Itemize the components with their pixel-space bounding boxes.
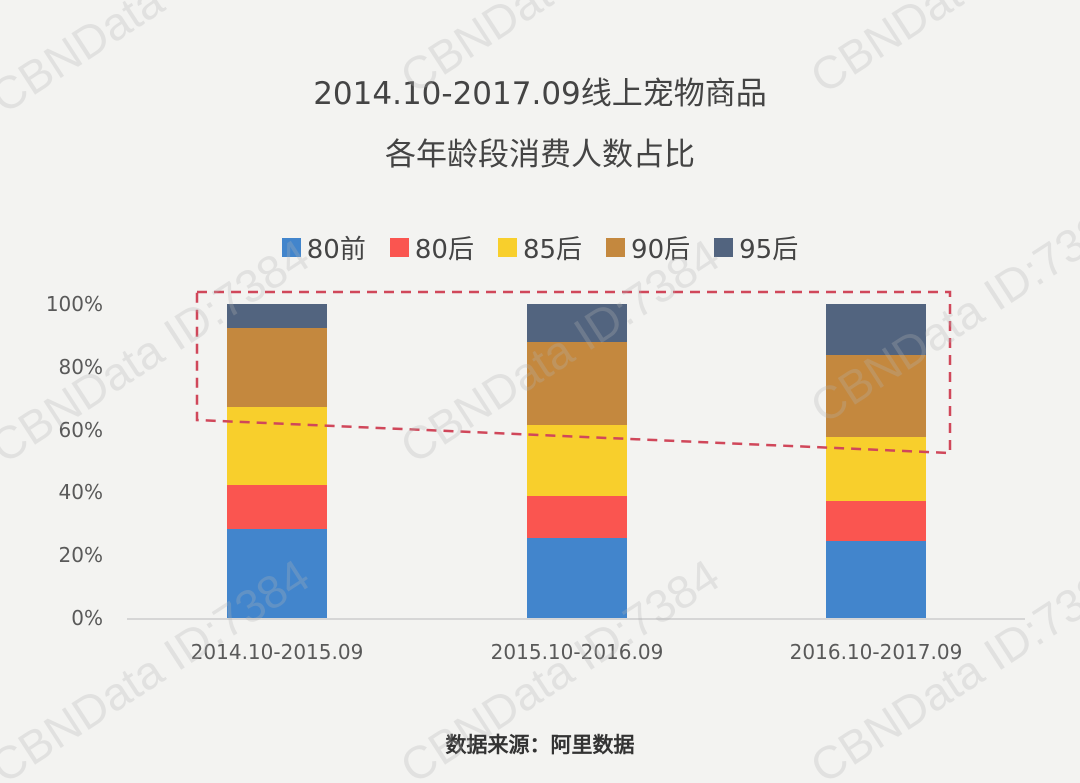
x-tick-label: 2015.10-2016.09 bbox=[490, 640, 664, 664]
stacked-bar bbox=[227, 304, 327, 618]
bar-segment bbox=[826, 541, 926, 618]
bar-segment bbox=[527, 342, 627, 425]
bar-segment bbox=[527, 495, 627, 538]
legend: 80前 80后 85后 90后 95后 bbox=[0, 229, 1080, 266]
bar-segment bbox=[227, 485, 327, 530]
bar-segment bbox=[227, 529, 327, 618]
x-tick-label: 2014.10-2015.09 bbox=[190, 640, 364, 664]
legend-label: 95后 bbox=[739, 235, 799, 265]
y-tick-label: 0% bbox=[71, 606, 103, 630]
legend-swatch bbox=[389, 238, 409, 257]
legend-item: 80前 bbox=[281, 229, 366, 266]
stacked-bar bbox=[527, 304, 627, 618]
legend-label: 80后 bbox=[414, 235, 474, 265]
y-tick-label: 80% bbox=[58, 354, 103, 379]
chart-title-line1: 2014.10-2017.09线上宠物商品 bbox=[313, 76, 767, 112]
bar-segment bbox=[227, 327, 327, 408]
y-tick-label: 20% bbox=[58, 543, 103, 568]
chart-title-line2: 各年龄段消费人数占比 bbox=[385, 137, 695, 173]
bar-segment bbox=[527, 537, 627, 618]
x-axis-line bbox=[127, 618, 1025, 620]
bar-segment bbox=[826, 304, 926, 355]
legend-label: 85后 bbox=[522, 235, 583, 265]
legend-label: 90后 bbox=[631, 235, 691, 265]
legend-item: 90后 bbox=[606, 229, 690, 266]
legend-swatch bbox=[497, 238, 517, 257]
bar-segment bbox=[826, 354, 926, 438]
legend-item: 85后 bbox=[497, 229, 583, 266]
bar-segment bbox=[227, 407, 327, 486]
bar-segment bbox=[527, 424, 627, 496]
legend-label: 80前 bbox=[306, 235, 366, 265]
y-tick-label: 60% bbox=[58, 417, 103, 442]
stacked-bar bbox=[826, 304, 926, 618]
bar-segment bbox=[826, 437, 926, 502]
x-tick-label: 2016.10-2017.09 bbox=[789, 640, 963, 664]
legend-swatch bbox=[714, 238, 734, 257]
legend-swatch bbox=[606, 238, 626, 257]
bar-segment bbox=[826, 501, 926, 542]
legend-item: 95后 bbox=[714, 229, 798, 266]
data-source: 数据来源：阿里数据 bbox=[445, 733, 635, 757]
legend-swatch bbox=[281, 238, 301, 257]
legend-item: 80后 bbox=[389, 229, 474, 266]
y-tick-label: 100% bbox=[45, 292, 103, 316]
bar-segment bbox=[527, 304, 627, 343]
bar-segment bbox=[227, 304, 327, 328]
y-tick-label: 40% bbox=[58, 480, 103, 505]
